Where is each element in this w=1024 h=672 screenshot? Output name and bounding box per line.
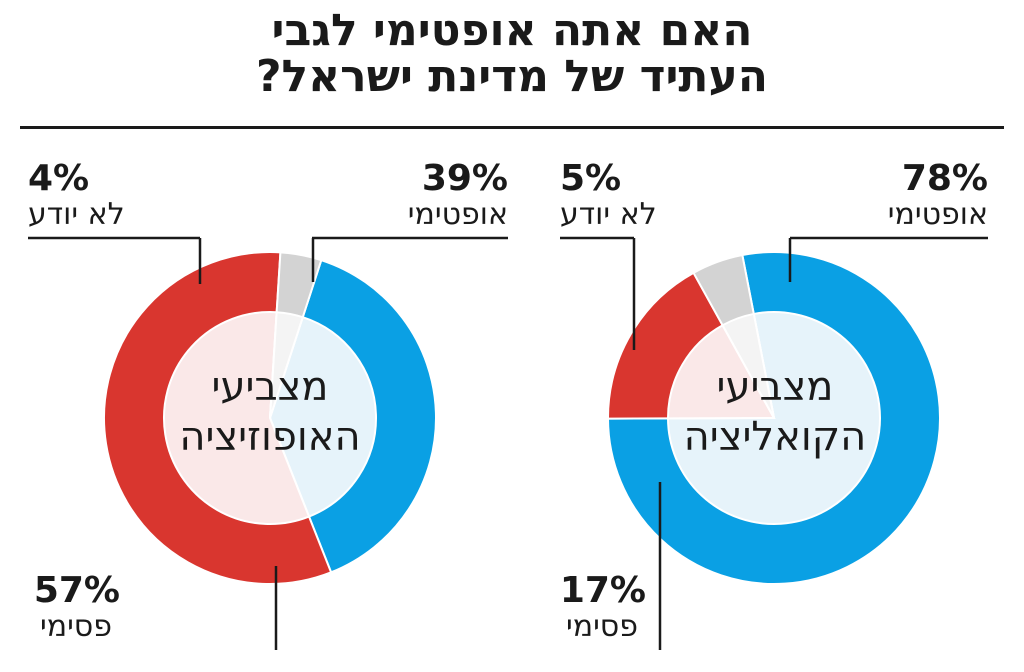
- left-center-line-2: האופוזיציה: [179, 414, 361, 460]
- right-optimistic-pct: 78%: [901, 158, 988, 199]
- left-dontknow-label: 4% לא יודע: [28, 160, 140, 232]
- donut-1-inner-pessimistic: [667, 323, 776, 420]
- left-optimistic-name: אופטימי: [407, 197, 508, 232]
- donut-0-inner-dont_know: [269, 311, 305, 419]
- title-line-1: האם אתה אופטימי לגבי: [271, 5, 753, 56]
- right-center-line-2: הקואליציה: [683, 414, 867, 460]
- right-pessimistic-pct: 17%: [559, 570, 646, 611]
- right-pessimistic-name: פסימי: [566, 609, 638, 644]
- left-optimistic-label: 39% אופטימי: [392, 160, 508, 232]
- right-center-line-1: מצביעי: [716, 364, 834, 410]
- right-dontknow-pct: 5%: [560, 158, 622, 199]
- left-center-line-1: מצביעי: [211, 364, 329, 410]
- right-center-label: מצביעי הקואליציה: [655, 362, 895, 462]
- right-optimistic-label: 78% אופטימי: [870, 160, 988, 232]
- left-center-label: מצביעי האופוזיציה: [150, 362, 390, 462]
- right-dontknow-label: 5% לא יודע: [560, 160, 672, 232]
- donut-1-slice-optimistic: [606, 251, 941, 585]
- right-dontknow-name: לא יודע: [560, 197, 657, 232]
- left-dontknow-pct: 4%: [28, 158, 90, 199]
- left-pessimistic-pct: 57%: [33, 570, 120, 611]
- left-dontknow-name: לא יודע: [28, 197, 125, 232]
- left-pessimistic-name: פסימי: [40, 609, 112, 644]
- right-pessimistic-label: 17% פסימי: [559, 570, 646, 644]
- title-divider: [20, 126, 1004, 129]
- chart-title: האם אתה אופטימי לגבי העתיד של מדינת ישרא…: [0, 8, 1024, 100]
- left-optimistic-pct: 39%: [421, 158, 508, 199]
- donut-0-inner-optimistic: [268, 315, 377, 518]
- donut-1-inner-dont_know: [721, 312, 775, 419]
- left-pessimistic-label: 57% פסימי: [33, 570, 120, 644]
- right-optimistic-name: אופטימי: [887, 197, 988, 232]
- title-line-2: העתיד של מדינת ישראל?: [256, 51, 768, 102]
